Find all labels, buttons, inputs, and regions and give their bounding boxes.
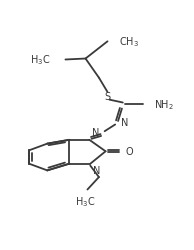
Text: H$_3$C: H$_3$C [30,53,50,67]
Text: H$_3$C: H$_3$C [75,194,96,208]
Text: O: O [126,147,133,157]
Text: N: N [92,128,99,138]
Text: N: N [93,165,100,175]
Text: N: N [121,117,128,127]
Text: NH$_2$: NH$_2$ [154,98,174,112]
Text: CH$_3$: CH$_3$ [119,35,139,49]
Text: S: S [104,92,111,102]
